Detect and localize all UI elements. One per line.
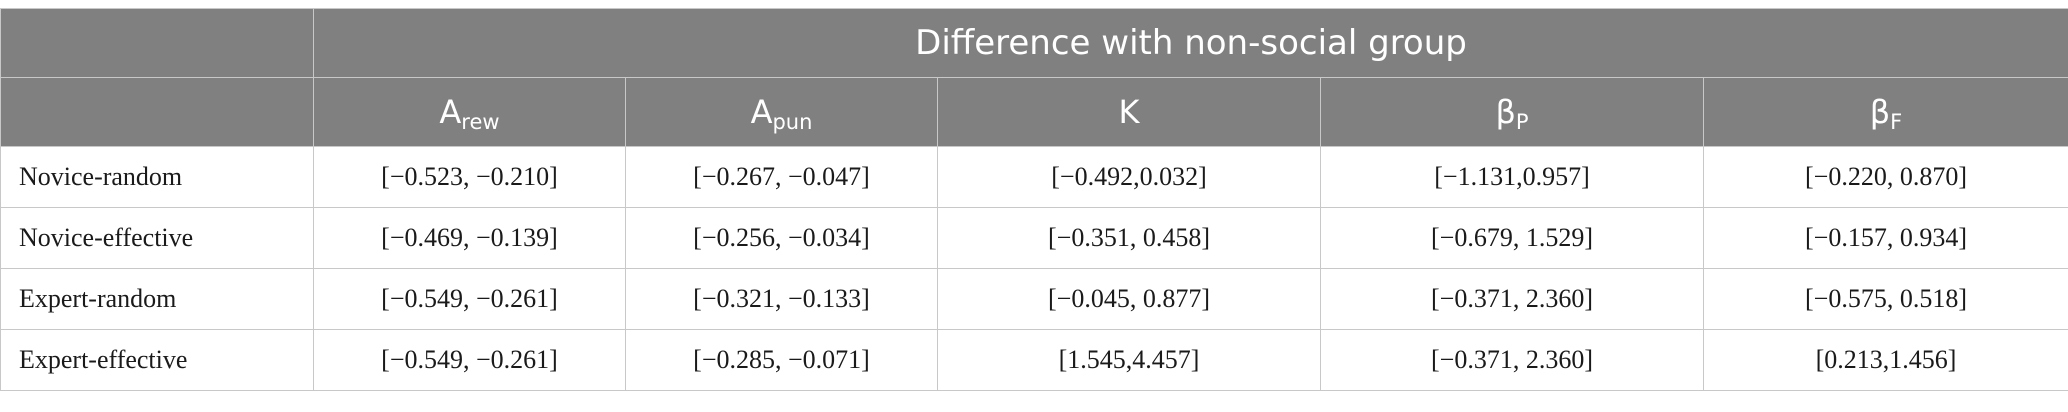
column-symbol: β (1869, 93, 1891, 131)
table-cell: [−0.523, −0.210] (313, 146, 626, 208)
table-cell: [−0.549, −0.261] (313, 268, 626, 330)
column-header-k: K (937, 77, 1321, 147)
table-cell: [0.213,1.456] (1702, 329, 2068, 391)
table-cell: [−0.285, −0.071] (625, 329, 938, 391)
column-header-row: Arew Apun K βP βF (0, 77, 2068, 147)
column-subscript: P (1515, 110, 1529, 134)
table-cell: [−0.256, −0.034] (625, 207, 938, 269)
table-cell: [−0.220, 0.870] (1702, 146, 2068, 208)
row-label: Expert-random (0, 268, 314, 330)
column-symbol: K (1118, 93, 1140, 131)
table-cell: [−0.575, 0.518] (1702, 268, 2068, 330)
table-row: Expert-random [−0.549, −0.261] [−0.321, … (0, 268, 2068, 330)
table-cell: [−0.549, −0.261] (313, 329, 626, 391)
group-header: Difference with non-social group (312, 8, 2068, 78)
column-subscript: rew (461, 110, 500, 134)
column-header-a-rew: Arew (313, 77, 626, 147)
table-cell: [−0.157, 0.934] (1702, 207, 2068, 269)
column-header-beta-f: βF (1702, 77, 2068, 147)
row-label: Novice-random (0, 146, 314, 208)
column-subscript: F (1890, 110, 1903, 134)
table-cell: [−0.045, 0.877] (937, 268, 1321, 330)
table-row: Expert-effective [−0.549, −0.261] [−0.28… (0, 329, 2068, 391)
table-cell: [−0.351, 0.458] (937, 207, 1321, 269)
table-row: Novice-effective [−0.469, −0.139] [−0.25… (0, 207, 2068, 269)
corner-cell (0, 8, 314, 78)
table-row: Novice-random [−0.523, −0.210] [−0.267, … (0, 146, 2068, 208)
group-header-row: Difference with non-social group (0, 8, 2068, 78)
corner-cell-lower (0, 77, 314, 147)
column-symbol: β (1495, 93, 1516, 131)
table-cell: [−0.371, 2.360] (1320, 329, 1704, 391)
row-label: Expert-effective (0, 329, 314, 391)
table-cell: [−1.131,0.957] (1320, 146, 1704, 208)
table-cell: [−0.371, 2.360] (1320, 268, 1704, 330)
column-header-beta-p: βP (1320, 77, 1704, 147)
column-subscript: pun (772, 110, 813, 134)
table-cell: [−0.469, −0.139] (313, 207, 626, 269)
table-cell: [−0.267, −0.047] (625, 146, 938, 208)
results-table: Difference with non-social group Arew Ap… (0, 8, 2068, 391)
row-label: Novice-effective (0, 207, 314, 269)
column-symbol: A (750, 93, 773, 131)
table-cell: [−0.679, 1.529] (1320, 207, 1704, 269)
column-symbol: A (439, 93, 462, 131)
table-cell: [−0.321, −0.133] (625, 268, 938, 330)
table-cell: [−0.492,0.032] (937, 146, 1321, 208)
column-header-a-pun: Apun (625, 77, 938, 147)
table-cell: [1.545,4.457] (937, 329, 1321, 391)
